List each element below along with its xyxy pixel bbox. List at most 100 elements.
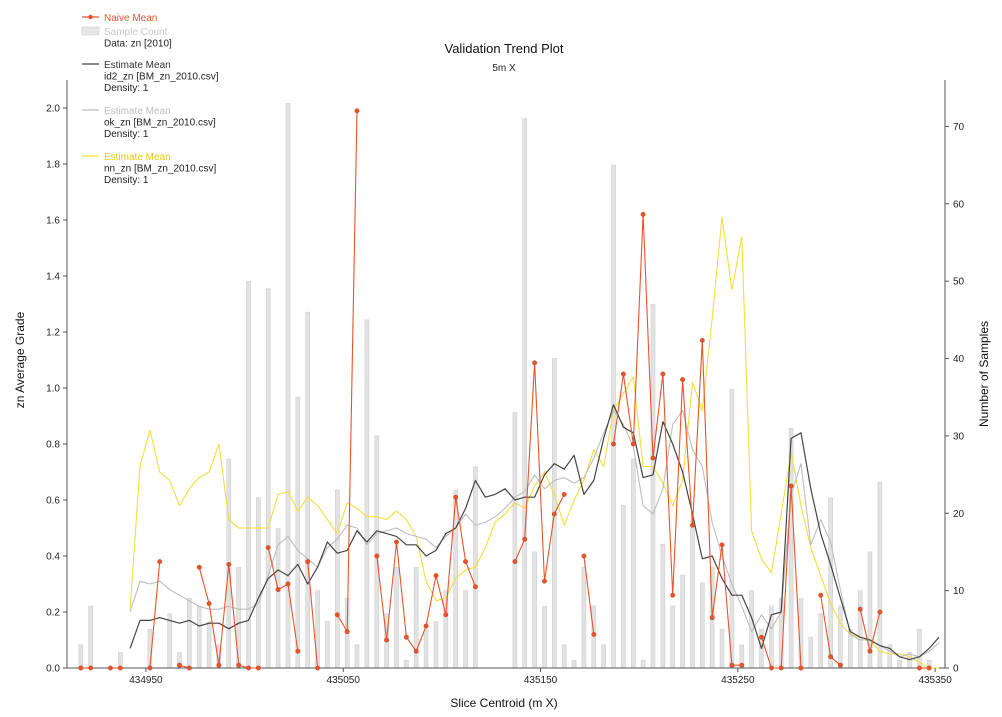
naive-mean-point — [394, 539, 399, 545]
sample-count-bar — [650, 304, 656, 669]
naive-mean-point — [354, 108, 360, 114]
naive-mean-point — [216, 662, 222, 668]
sample-count-bar — [196, 605, 202, 669]
legend-text: nn_zn [BM_zn_2010.csv] — [104, 164, 217, 175]
naive-mean-point — [729, 662, 735, 668]
sample-count-bar — [808, 636, 814, 669]
legend-text: Density: 1 — [104, 129, 149, 140]
naive-mean-point — [828, 654, 834, 660]
legend-text: Estimate Mean — [104, 60, 171, 71]
sample-count-bar — [88, 605, 93, 669]
naive-mean-point — [611, 441, 616, 447]
legend-item-naive: Naive Mean — [82, 13, 157, 24]
series-line — [129, 404, 940, 661]
sample-count-bar — [512, 412, 518, 669]
sample-count-bar — [699, 582, 705, 669]
naive-mean-point — [532, 360, 538, 366]
naive-mean-point — [798, 665, 804, 671]
sample-count-bar — [877, 481, 883, 669]
naive-mean-point — [472, 584, 478, 590]
naive-mean-point — [344, 629, 350, 635]
naive-mean-point — [857, 606, 863, 612]
series-line — [583, 555, 595, 635]
series-line — [514, 362, 565, 582]
x-tick-label: 435250 — [721, 675, 755, 686]
naive-mean-point — [275, 587, 281, 593]
sample-count-bar — [394, 567, 399, 669]
x-tick-label: 435350 — [918, 675, 952, 686]
naive-mean-point — [413, 648, 419, 654]
sample-count-bar — [640, 659, 646, 669]
sample-count-bar — [542, 605, 547, 669]
sample-count-bar — [187, 598, 192, 669]
sample-count-bar — [561, 644, 567, 669]
series-0-group — [78, 108, 932, 671]
naive-mean-point — [739, 662, 745, 668]
naive-mean-point — [453, 494, 459, 500]
y-tick-label: 0.4 — [46, 552, 60, 563]
series-line — [307, 561, 319, 669]
legend-text: ok_zn [BM_zn_2010.csv] — [104, 118, 216, 129]
y-tick-label: 1.2 — [46, 328, 60, 339]
naive-mean-point — [719, 542, 725, 548]
sample-count-bar — [690, 520, 695, 669]
sample-count-bar — [404, 659, 409, 669]
y2-axis-title: Number of Samples — [977, 321, 991, 427]
series-line — [129, 216, 940, 669]
chart-subtitle: 5m X — [492, 63, 516, 74]
naive-mean-point — [255, 665, 261, 671]
naive-mean-point — [670, 592, 676, 598]
naive-mean-point — [630, 441, 636, 447]
naive-mean-point — [788, 483, 794, 489]
sample-count-bar — [857, 590, 863, 669]
naive-mean-point — [551, 511, 557, 517]
sample-count-bar — [206, 621, 212, 669]
sample-count-bar — [670, 605, 676, 669]
legend-text: Naive Mean — [104, 13, 157, 24]
sample-count-bar — [828, 497, 833, 669]
y2-tick-label: 0 — [953, 664, 959, 675]
y-tick-label: 1.6 — [46, 216, 60, 227]
series-3-group — [129, 216, 940, 669]
y-tick-label: 2.0 — [46, 104, 60, 115]
sample-count-bar — [818, 613, 824, 669]
tick-labels: 434950 435050 435150 435250 435350 0.0 0.2 0.4 0… — [46, 104, 964, 687]
sample-count-bar — [374, 435, 380, 669]
naive-mean-point — [463, 559, 469, 565]
sample-count-bar — [334, 489, 340, 669]
y-tick-label: 0.8 — [46, 440, 60, 451]
naive-mean-point — [295, 648, 301, 654]
legend-swatch-bar — [81, 26, 100, 36]
sample-count-bar — [621, 505, 626, 669]
sample-count-bar — [719, 628, 725, 669]
naive-mean-point — [423, 623, 429, 629]
naive-mean-point — [246, 665, 251, 671]
naive-mean-point — [778, 665, 784, 671]
naive-mean-point — [542, 578, 547, 584]
legend-text: id2_zn [BM_zn_2010.csv] — [104, 72, 219, 83]
y-tick-label: 0.2 — [46, 608, 60, 619]
naive-mean-point — [374, 553, 380, 559]
naive-mean-point — [581, 553, 587, 559]
sample-count-bar — [265, 288, 271, 669]
naive-mean-point — [177, 662, 182, 668]
naive-mean-point — [916, 665, 922, 671]
sample-count-bar — [246, 280, 251, 669]
naive-mean-point — [384, 637, 390, 643]
series-lines — [78, 108, 940, 671]
naive-mean-point — [147, 665, 153, 671]
sample-count-bar — [630, 458, 636, 669]
naive-mean-point — [433, 573, 439, 579]
series-line — [149, 561, 161, 669]
naive-mean-point — [403, 634, 409, 640]
naive-mean-point — [640, 211, 646, 217]
naive-mean-point — [660, 371, 666, 377]
sample-count-bar — [295, 396, 301, 669]
naive-mean-point — [650, 455, 656, 461]
sample-count-bar — [433, 621, 439, 669]
naive-mean-point — [512, 559, 518, 565]
y2-tick-label: 60 — [953, 199, 965, 210]
